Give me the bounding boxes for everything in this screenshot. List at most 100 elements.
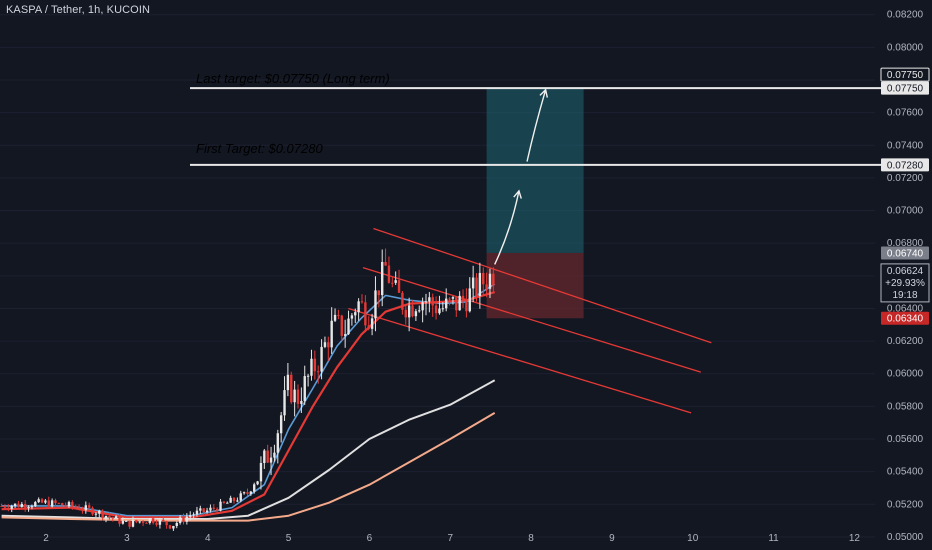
- candle-body: [10, 505, 13, 509]
- candle-body: [421, 302, 424, 311]
- stop-zone: [486, 252, 584, 319]
- moving-averages: [1, 283, 496, 522]
- y-tick-label: 0.06800: [887, 238, 924, 249]
- candle-body: [414, 311, 418, 317]
- candle-body: [232, 497, 236, 501]
- candle-body: [118, 516, 121, 524]
- candle-body: [249, 491, 253, 494]
- first-target-label: First Target: $0.07280: [196, 141, 323, 156]
- candle-body: [384, 261, 387, 266]
- candle-body: [178, 517, 182, 523]
- candle-body: [310, 358, 313, 376]
- candle-body: [57, 503, 61, 505]
- candle-body: [40, 499, 44, 503]
- candle-body: [61, 503, 64, 506]
- candle-body: [141, 521, 145, 523]
- candle-body: [20, 503, 24, 507]
- candle-body: [111, 517, 114, 519]
- candle-body: [67, 502, 71, 507]
- current-price-current-price: 0.06624: [887, 266, 924, 277]
- candle-body: [0, 505, 3, 507]
- stop-badge: [881, 311, 929, 325]
- candle-body: [330, 320, 333, 348]
- candle-body: [444, 298, 448, 309]
- descending-channel: [348, 227, 712, 414]
- last-target-badge-upper: [880, 67, 930, 82]
- candle-body: [360, 301, 364, 303]
- x-tick-label: 8: [528, 533, 534, 544]
- candle-body: [37, 499, 40, 503]
- y-tick-label: 0.07200: [887, 173, 924, 184]
- candle-body: [337, 314, 340, 316]
- candle-body: [397, 280, 401, 293]
- candle-body: [317, 371, 320, 373]
- candle-body: [327, 342, 330, 348]
- last-target-badge: [881, 81, 929, 95]
- candle-body: [246, 492, 249, 494]
- candle-body: [54, 500, 57, 504]
- candle-body: [471, 277, 475, 289]
- candle-body: [269, 457, 273, 463]
- candle-body: [172, 525, 175, 529]
- candle-body: [189, 515, 192, 517]
- candle-body: [451, 297, 455, 299]
- candle-body: [202, 508, 205, 513]
- candle-body: [347, 318, 350, 335]
- candle-body: [431, 297, 434, 306]
- x-tick-label: 12: [849, 533, 861, 544]
- candle-body: [17, 503, 20, 507]
- candle-body: [306, 375, 310, 377]
- candle-body: [114, 516, 118, 519]
- channel-line: [373, 227, 712, 344]
- candle-body: [364, 302, 367, 326]
- candle-body: [253, 484, 256, 492]
- entry-badge: [881, 246, 929, 260]
- candle-body: [77, 507, 81, 510]
- arrow-head-icon: [513, 189, 522, 199]
- candle-body: [468, 288, 471, 312]
- y-tick-label: 0.05400: [887, 467, 924, 478]
- arrow-head-icon: [539, 88, 549, 98]
- ma-100-line: [1, 379, 496, 520]
- candle-body: [215, 508, 219, 511]
- y-tick-label: 0.06000: [887, 369, 924, 380]
- candle-body: [121, 520, 125, 524]
- candle-body: [404, 309, 407, 318]
- x-tick-label: 11: [768, 533, 779, 544]
- candle-body: [424, 301, 428, 303]
- candle-body: [64, 505, 67, 507]
- candle-body: [401, 292, 404, 310]
- last-target-badge-text: 0.07750: [887, 84, 924, 95]
- current-price-change: +29.93%: [885, 278, 925, 289]
- x-tick-label: 10: [687, 533, 699, 544]
- candle-body: [131, 519, 135, 527]
- candle-body: [145, 522, 148, 524]
- projection-arrow: [526, 89, 547, 162]
- candle-body: [94, 513, 98, 515]
- first-target-badge: [881, 158, 929, 172]
- x-tick-label: 3: [124, 533, 130, 544]
- candle-body: [71, 502, 74, 507]
- candle-body: [3, 506, 7, 508]
- candle-body: [44, 500, 47, 503]
- candle-body: [34, 502, 37, 507]
- candle-body: [108, 515, 111, 518]
- projection-arrows: [494, 88, 549, 265]
- price-badges: 0.07750 0.07750 0.07280 0.06740 0.06624+29.9…: [880, 67, 930, 325]
- candle-body: [276, 433, 279, 453]
- y-tick-label: 0.08200: [887, 10, 924, 21]
- candle-body: [438, 308, 441, 314]
- ema-slow-line: [1, 291, 496, 519]
- ema-fast-line: [1, 283, 496, 517]
- candle-body: [74, 506, 77, 508]
- time-axis: 2 3 4 5 6 7 8 9 10 11 12: [43, 533, 860, 544]
- x-tick-label: 4: [205, 533, 211, 544]
- candle-body: [323, 342, 327, 347]
- candle-body: [185, 516, 189, 522]
- candle-body: [367, 325, 370, 329]
- candle-body: [340, 315, 343, 336]
- projection-arrow: [494, 190, 520, 265]
- candle-body: [259, 463, 263, 482]
- last-target-label: Last target: $0.07750 (Long term): [196, 71, 390, 86]
